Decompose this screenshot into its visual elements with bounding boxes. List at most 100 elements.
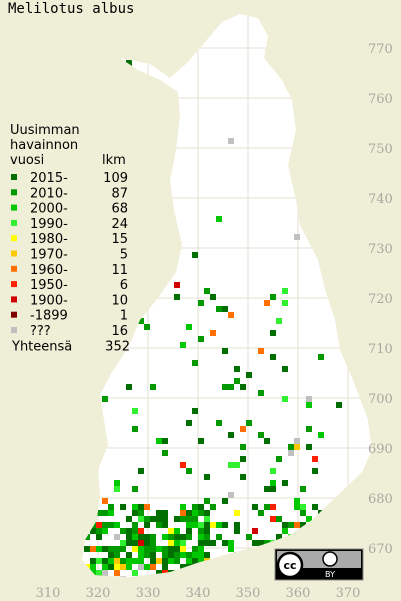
- legend-count: 87: [111, 186, 128, 201]
- legend-swatch: [11, 281, 17, 288]
- observation: [228, 432, 234, 438]
- observation: [174, 534, 180, 540]
- observation: [222, 498, 228, 504]
- observation: [270, 480, 276, 486]
- observation: [132, 522, 138, 528]
- observation: [90, 528, 96, 534]
- observation: [192, 360, 198, 366]
- observation: [162, 522, 168, 528]
- observation: [294, 438, 300, 444]
- observation: [180, 462, 186, 468]
- observation: [198, 336, 204, 342]
- observation: [312, 468, 318, 474]
- observation: [96, 534, 102, 540]
- observation: [180, 552, 186, 558]
- observation: [204, 534, 210, 540]
- observation: [114, 522, 120, 528]
- observation: [120, 540, 126, 546]
- observation: [90, 546, 96, 552]
- observation: [138, 540, 144, 546]
- observation: [252, 504, 258, 510]
- observation: [228, 138, 234, 144]
- observation: [204, 528, 210, 534]
- observation: [156, 546, 162, 552]
- observation: [150, 552, 156, 558]
- observation: [234, 462, 240, 468]
- observation: [186, 516, 192, 522]
- observation: [150, 558, 156, 564]
- observation: [222, 540, 228, 546]
- y-label: 740: [368, 192, 393, 207]
- observation: [168, 558, 174, 564]
- observation: [102, 564, 108, 570]
- observation: [144, 522, 150, 528]
- observation: [252, 528, 258, 534]
- observation: [264, 300, 270, 306]
- y-label: 690: [368, 442, 393, 457]
- observation: [300, 486, 306, 492]
- observation: [126, 516, 132, 522]
- observation: [132, 426, 138, 432]
- observation: [168, 546, 174, 552]
- observation: [144, 546, 150, 552]
- observation: [108, 510, 114, 516]
- legend-column: lkm: [102, 153, 126, 168]
- observation: [204, 540, 210, 546]
- observation: [192, 546, 198, 552]
- observation: [186, 558, 192, 564]
- observation: [108, 504, 114, 510]
- observation: [282, 366, 288, 372]
- observation: [174, 546, 180, 552]
- observation: [264, 486, 270, 492]
- observation: [126, 564, 132, 570]
- observation: [102, 522, 108, 528]
- x-label: 360: [286, 586, 311, 601]
- observation: [180, 510, 186, 516]
- observation: [102, 396, 108, 402]
- observation: [114, 558, 120, 564]
- observation: [264, 504, 270, 510]
- observation: [144, 564, 150, 570]
- observation: [210, 330, 216, 336]
- observation: [138, 534, 144, 540]
- axes: 770 760 750 740 730 720 710 700 690 680 670 310 320 3…: [36, 42, 393, 601]
- legend-label: 1960-: [30, 263, 68, 278]
- observation: [186, 534, 192, 540]
- observation: [258, 348, 264, 354]
- observation: [204, 288, 210, 294]
- observation: [276, 318, 282, 324]
- observation: [96, 558, 102, 564]
- observation: [282, 522, 288, 528]
- observation: [114, 486, 120, 492]
- observation: [108, 558, 114, 564]
- observation: [282, 288, 288, 294]
- observation: [270, 354, 276, 360]
- observation: [228, 312, 234, 318]
- observation: [114, 534, 120, 540]
- observation: [306, 444, 312, 450]
- legend-total: 352: [105, 339, 130, 354]
- observation: [138, 516, 144, 522]
- y-label: 720: [368, 292, 393, 307]
- observation: [270, 486, 276, 492]
- observation: [198, 540, 204, 546]
- observation: [222, 306, 228, 312]
- observation: [294, 234, 300, 240]
- legend-count: 5: [120, 248, 128, 263]
- observation: [96, 546, 102, 552]
- observation: [102, 510, 108, 516]
- y-label: 730: [368, 242, 393, 257]
- observation: [132, 510, 138, 516]
- observation: [162, 558, 168, 564]
- observation: [132, 486, 138, 492]
- observation: [120, 576, 126, 577]
- observation: [288, 444, 294, 450]
- observation: [138, 546, 144, 552]
- observation: [138, 504, 144, 510]
- observation: [282, 300, 288, 306]
- legend-label: -1899: [30, 309, 68, 324]
- observation: [114, 546, 120, 552]
- observation: [162, 552, 168, 558]
- observation: [132, 570, 138, 576]
